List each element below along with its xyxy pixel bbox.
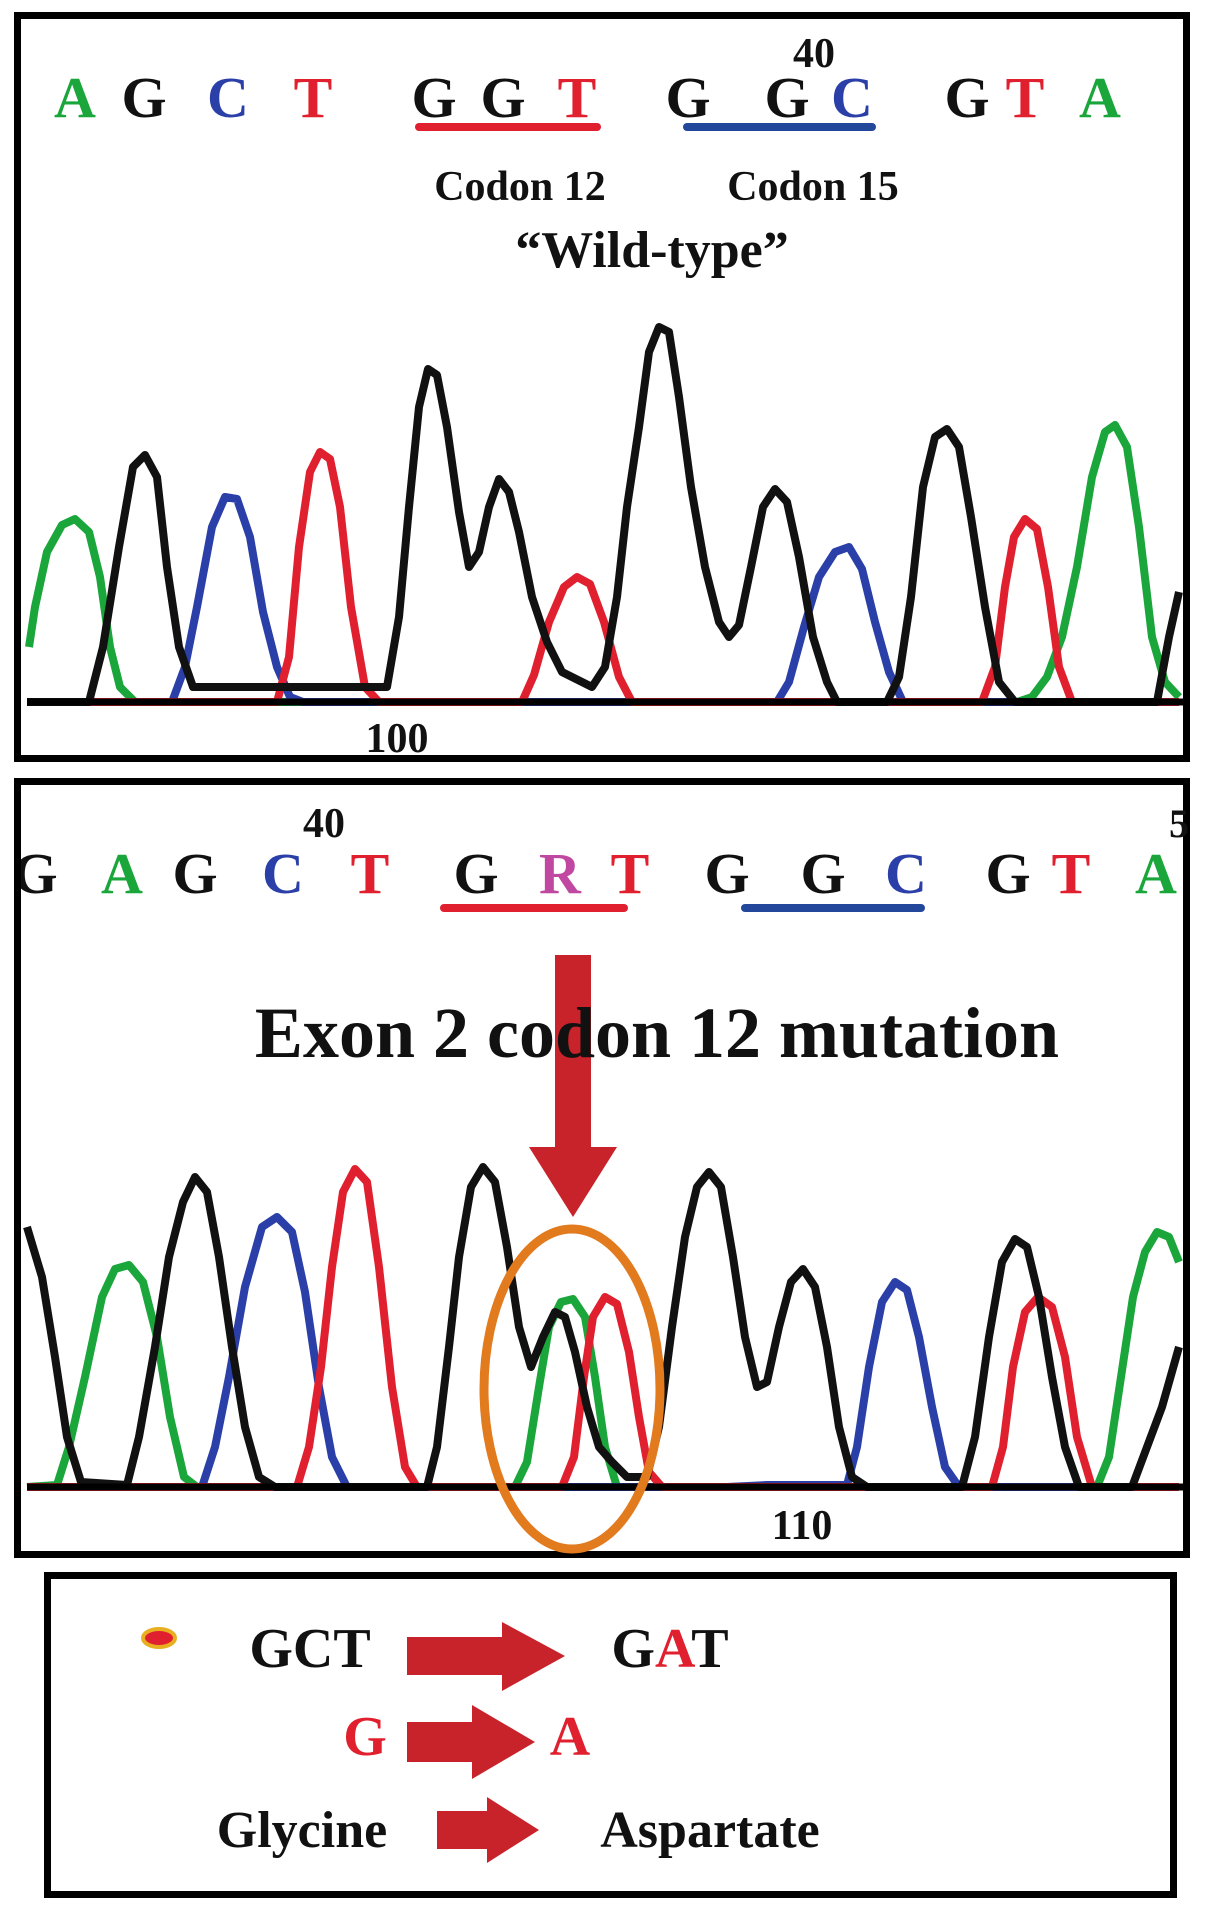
mut-base-13: T xyxy=(1052,841,1091,906)
wt-base-calls: A G C T G G T G G C G T A xyxy=(54,65,1121,130)
wt-base-5: G xyxy=(411,65,456,130)
mut-base-3: G xyxy=(172,841,217,906)
base-change-arrow xyxy=(407,1705,535,1779)
mut-base-11: C xyxy=(885,841,927,906)
wt-trace-lines xyxy=(25,323,1183,706)
wild-type-title: “Wild-type” xyxy=(515,222,789,279)
mutant-chromatogram-panel: 40 5 G A G C T G R T G G C G T A xyxy=(14,778,1190,1558)
wt-base-4: T xyxy=(294,65,333,130)
codon15-label: Codon 15 xyxy=(727,164,899,210)
wt-trace-black xyxy=(27,323,1183,706)
mut-base-1: G xyxy=(21,841,58,906)
mutant-chromatogram: 40 5 G A G C T G R T G G C G T A xyxy=(21,801,1190,1554)
amino-acid-wild-label: Glycine xyxy=(217,1802,387,1859)
codon-mutant-base: A xyxy=(655,1618,696,1680)
codon-change-arrow xyxy=(407,1622,565,1691)
codon-wild-label: GCT xyxy=(249,1618,370,1680)
wt-base-13: A xyxy=(1079,65,1121,130)
codon-mutant-suffix: T xyxy=(691,1618,728,1680)
codon12-label: Codon 12 xyxy=(434,164,606,210)
amino-acid-mutant-label: Aspartate xyxy=(600,1802,820,1859)
mut-base-calls: G A G C T G R T G G C G T A xyxy=(21,841,1177,906)
mut-base-8: T xyxy=(611,841,650,906)
mut-trace-green xyxy=(26,1228,1183,1491)
mut-edge-label: 5 xyxy=(1169,801,1189,846)
wt-base-10: C xyxy=(831,65,873,130)
wt-base-8: G xyxy=(665,65,710,130)
wt-base-12: T xyxy=(1006,65,1045,130)
amino-acid-change-arrow xyxy=(437,1797,539,1863)
base-wild-label: G xyxy=(343,1706,387,1768)
mut-base-12: G xyxy=(985,841,1030,906)
wt-base-2: G xyxy=(121,65,166,130)
codon-mutant-label: GAT xyxy=(611,1618,728,1680)
wild-type-chromatogram: 40 A G C T G G T G G C G T A Codon 12 Co… xyxy=(25,31,1190,762)
wt-trace-green xyxy=(25,421,1182,706)
wt-base-6: G xyxy=(480,65,525,130)
mut-trace-black xyxy=(23,1163,1183,1491)
bullet-marker xyxy=(141,1627,177,1649)
mut-base-4: C xyxy=(262,841,304,906)
mut-scale-label: 110 xyxy=(772,1503,833,1549)
wt-base-1: A xyxy=(54,65,96,130)
wt-position-label: 40 xyxy=(793,31,835,77)
mutation-highlight-ellipse xyxy=(479,1224,665,1554)
mut-base-14: A xyxy=(1135,841,1177,906)
mut-position-label: 40 xyxy=(303,801,345,847)
wt-base-9: G xyxy=(764,65,809,130)
wt-trace-red xyxy=(27,448,1179,706)
wt-base-3: C xyxy=(207,65,249,130)
mut-base-5: T xyxy=(351,841,390,906)
mut-trace-lines xyxy=(23,1163,1183,1491)
mutation-arrow xyxy=(529,955,617,1217)
wt-base-7: T xyxy=(558,65,597,130)
mut-base-6: G xyxy=(453,841,498,906)
codon-mutant-prefix: G xyxy=(611,1618,655,1680)
mut-base-2: A xyxy=(101,841,143,906)
mutation-title: Exon 2 codon 12 mutation xyxy=(255,993,1059,1073)
wt-scale-label: 100 xyxy=(366,716,429,762)
mut-base-9: G xyxy=(704,841,749,906)
base-mutant-label: A xyxy=(550,1706,591,1768)
wild-type-chromatogram-panel: 40 A G C T G G T G G C G T A Codon 12 Co… xyxy=(14,12,1190,762)
mut-base-7: R xyxy=(539,841,582,906)
mutation-summary: GCT GAT G A Glycine Aspartate xyxy=(141,1618,820,1863)
mut-base-10: G xyxy=(800,841,845,906)
mutation-summary-panel: GCT GAT G A Glycine Aspartate xyxy=(44,1572,1177,1898)
wt-base-11: G xyxy=(944,65,989,130)
